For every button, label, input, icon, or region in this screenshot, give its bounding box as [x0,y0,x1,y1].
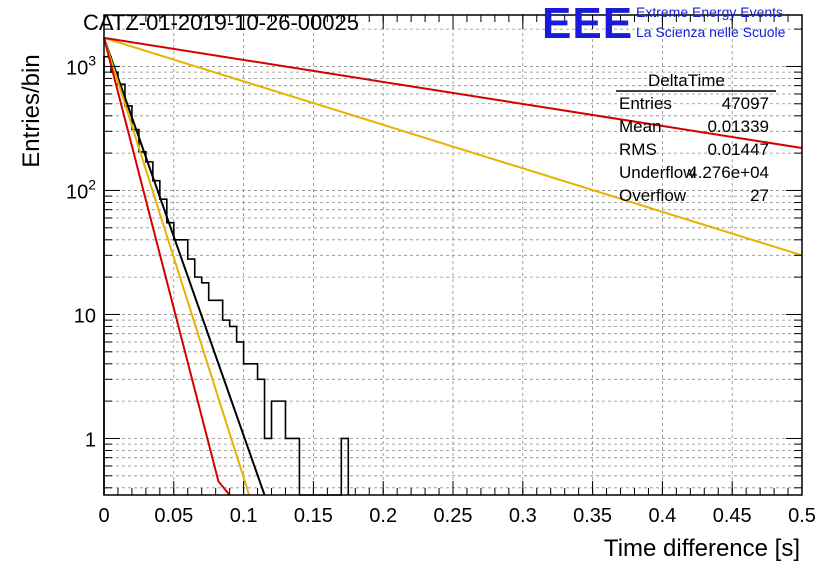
x-tick-label: 0 [98,505,109,527]
histogram [103,55,350,496]
histogram-bin [181,240,188,495]
stats-label: Entries [619,94,672,113]
stats-value: 0.01447 [707,140,769,159]
x-tick-label: 0.1 [230,505,258,527]
x-tick-label: 0.2 [369,505,397,527]
y-tick-label: 102 [66,176,96,203]
fit-lines [103,36,803,496]
stats-row: Underflow 4.276e+04 [619,163,769,183]
x-tick-label: 0.25 [434,505,473,527]
x-tick-label: 0.4 [648,505,676,527]
histogram-outline [103,55,350,496]
histogram-bin [272,401,279,495]
histogram-bin [195,277,202,495]
stats-label: RMS [619,140,657,159]
histogram-bin [104,57,111,495]
fit-line [103,36,803,149]
fit-line [103,37,251,496]
histogram-bin [160,199,167,495]
eee-logo: EEE [542,0,634,48]
y-tick-label: 10 [74,305,96,327]
fit-line [103,37,231,496]
stats-value: 27 [750,186,769,205]
histogram-bin [285,438,292,495]
histogram-bin [118,84,125,495]
stats-row: Overflow 27 [619,186,769,206]
histogram-bin [223,320,230,495]
x-tick-label: 0.3 [509,505,537,527]
stats-value: 4.276e+04 [688,163,769,182]
y-tick-label: 1 [85,429,96,451]
stats-label: Underflow [619,163,696,182]
stats-value: 47097 [721,94,769,113]
fit-line [103,36,803,257]
stats-row: Entries 47097 [619,94,769,114]
stats-title: DeltaTime [648,71,725,90]
histogram-bin [244,364,251,495]
stats-label: Overflow [619,186,687,205]
histogram-bin [167,223,174,495]
x-tick-label: 0.15 [294,505,333,527]
x-tick-label: 0.35 [573,505,612,527]
y-tick-label: 103 [66,52,96,79]
x-axis-label: Time difference [s] [603,535,800,562]
histogram-bin [125,106,132,495]
histogram-bin [292,438,299,495]
tick-labels: 0 0.05 0.1 0.15 0.2 0.25 0.3 0.35 0.4 0.45 0.5 1 10 1… [66,52,816,527]
logo-line-2: La Scienza nelle Scuole [636,24,786,40]
histogram-bin [132,130,139,495]
histogram-bin [279,401,286,495]
stats-value: 0.01339 [707,117,769,136]
fit-line [103,37,266,496]
histogram-bin [251,364,258,495]
histogram-bin [265,438,272,495]
histogram-bin [139,152,146,495]
x-tick-label: 0.45 [713,505,752,527]
axis-ticks [103,15,803,495]
y-axis-label: Entries/bin [18,54,45,168]
stats-row: RMS 0.01447 [619,140,769,160]
histogram-bin [111,72,118,495]
x-tick-label: 0.05 [154,505,193,527]
stats-label: Mean [619,117,662,136]
chart-title: CATZ-01-2019-10-26-00025 [83,10,359,35]
stats-row: Mean 0.01339 [619,117,769,137]
grid [104,15,802,495]
histogram-bin [202,283,209,495]
x-tick-label: 0.5 [788,505,816,527]
logo-line-1: Extreme Energy Events [636,4,784,20]
histogram-bin [341,438,348,495]
